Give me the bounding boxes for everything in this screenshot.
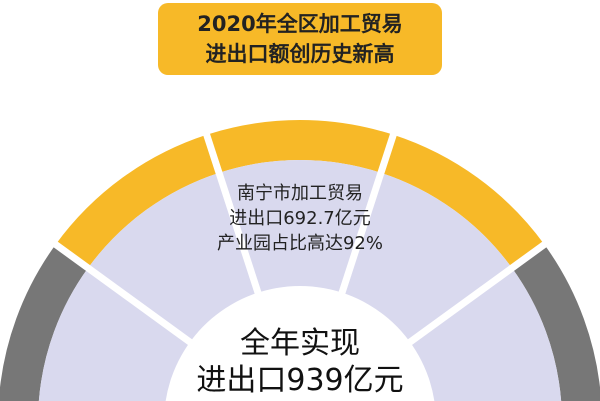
nanning-line-3: 产业园占比高达92% bbox=[216, 233, 383, 254]
segment-divider bbox=[337, 128, 399, 298]
inner-segment bbox=[337, 172, 512, 352]
segment-divider bbox=[49, 238, 196, 348]
total-line-2: 进出口939亿元 bbox=[196, 363, 404, 398]
center-circle bbox=[165, 286, 435, 401]
title-banner: 2020年全区加工贸易 进出口额创历史新高 bbox=[158, 3, 442, 75]
outer-ring-segment bbox=[55, 134, 220, 269]
segment-divider bbox=[404, 238, 551, 348]
nanning-stat: 南宁市加工贸易 进出口692.7亿元 产业园占比高达92% bbox=[150, 181, 450, 256]
outer-ring-segment bbox=[0, 244, 89, 401]
inner-segment bbox=[88, 172, 263, 352]
title-line-2: 进出口额创历史新高 bbox=[205, 42, 395, 66]
title-line-1: 2020年全区加工贸易 bbox=[197, 12, 403, 36]
nanning-line-1: 南宁市加工贸易 bbox=[237, 183, 363, 204]
outer-ring-segment bbox=[380, 134, 545, 269]
outer-ring-segment bbox=[206, 120, 394, 173]
segment-divider bbox=[201, 128, 263, 298]
total-line-1: 全年实现 bbox=[240, 326, 360, 361]
inner-segment bbox=[397, 268, 562, 401]
inner-segment bbox=[219, 160, 381, 308]
annual-total: 全年实现 进出口939亿元 bbox=[150, 325, 450, 399]
nanning-line-2: 进出口692.7亿元 bbox=[229, 208, 371, 229]
outer-ring-segment bbox=[511, 244, 600, 401]
inner-segment bbox=[38, 268, 203, 401]
